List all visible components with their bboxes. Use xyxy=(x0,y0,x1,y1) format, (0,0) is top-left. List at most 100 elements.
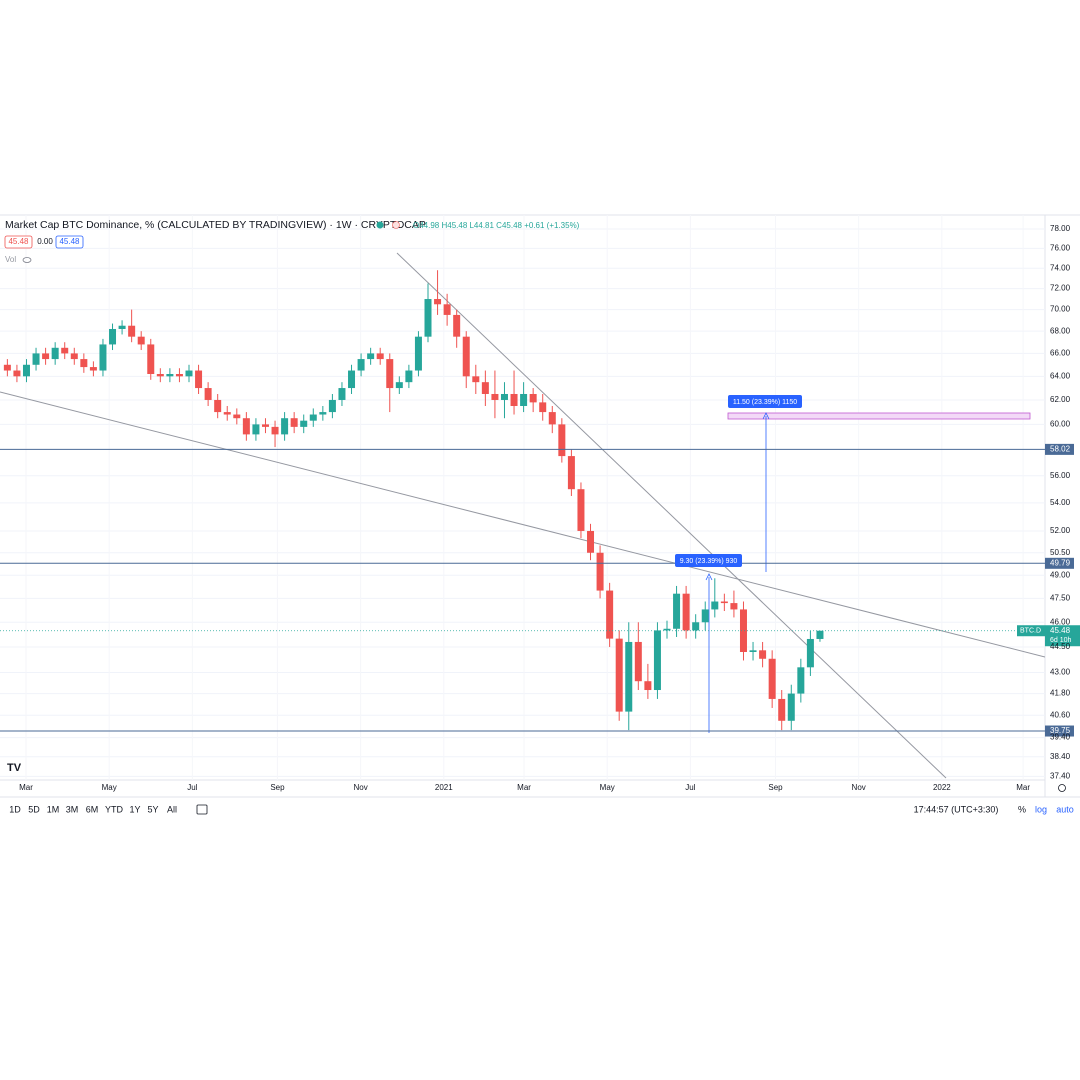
y-tick-label: 64.00 xyxy=(1050,371,1071,380)
candle-body xyxy=(577,489,585,531)
candle-body xyxy=(768,658,776,699)
logo: TV xyxy=(7,762,22,774)
candle-body xyxy=(558,424,566,457)
candle-body xyxy=(89,367,97,371)
candle-body xyxy=(816,630,824,639)
settings-icon[interactable] xyxy=(1058,784,1066,792)
candle-body xyxy=(434,299,442,305)
candle-body xyxy=(606,590,614,639)
candle-body xyxy=(749,650,757,652)
candle-body xyxy=(806,638,814,668)
candle-body xyxy=(137,336,145,345)
grid xyxy=(0,215,1045,780)
percent-toggle[interactable]: % xyxy=(1018,804,1026,814)
buy-badge xyxy=(55,235,84,249)
candle-body xyxy=(634,641,642,682)
y-tick-label: 39.40 xyxy=(1050,733,1071,742)
candle-body xyxy=(175,374,183,377)
log-toggle[interactable]: log xyxy=(1035,804,1047,814)
symbol-box xyxy=(1017,625,1045,637)
candle-body xyxy=(185,370,193,377)
candle-body xyxy=(720,601,728,604)
candle-body xyxy=(414,336,422,371)
x-tick-label: May xyxy=(600,783,615,792)
y-tick-label: 52.00 xyxy=(1050,526,1071,535)
y-tick-label: 54.00 xyxy=(1050,498,1071,507)
candle-body xyxy=(338,388,346,400)
candle-body xyxy=(233,414,241,419)
last-price-box xyxy=(1045,625,1080,647)
range-button[interactable]: YTD xyxy=(105,804,124,814)
candle-body xyxy=(405,370,413,383)
clock: 17:44:57 (UTC+3:30) xyxy=(914,804,999,814)
x-tick-label: May xyxy=(102,783,117,792)
candle-body xyxy=(80,359,88,368)
y-tick-label: 43.00 xyxy=(1050,668,1071,677)
candle-body xyxy=(252,424,260,435)
candle-body xyxy=(147,344,155,375)
candle-body xyxy=(491,393,499,400)
measure-box xyxy=(675,554,742,567)
range-button[interactable]: 5D xyxy=(28,804,40,814)
chart-title: Market Cap BTC Dominance, % (CALCULATED … xyxy=(5,219,426,231)
candle-body xyxy=(223,412,231,415)
y-tick-label: 38.40 xyxy=(1050,752,1071,761)
price-label-box xyxy=(1045,443,1074,455)
y-tick-label: 60.00 xyxy=(1050,419,1071,428)
y-tick-label: 49.00 xyxy=(1050,570,1071,579)
candle-body xyxy=(797,667,805,694)
candle-body xyxy=(22,364,30,377)
auto-toggle[interactable]: auto xyxy=(1056,804,1074,814)
last-price-label: 45.48 xyxy=(1050,626,1071,635)
range-button[interactable]: 3M xyxy=(66,804,79,814)
x-tick-label: Nov xyxy=(353,783,367,792)
ohlc-legend: O44.98 H45.48 L44.81 C45.48 +0.61 (+1.35… xyxy=(413,221,580,230)
eye-icon[interactable] xyxy=(22,257,32,263)
candle-body xyxy=(548,412,556,425)
candle-body xyxy=(529,393,537,403)
candle-body xyxy=(357,359,365,371)
symbol-label: BTC.D xyxy=(1020,628,1041,635)
candle-body xyxy=(99,344,107,371)
y-tick-label: 37.40 xyxy=(1050,772,1071,781)
candle-body xyxy=(395,382,403,389)
candle-body xyxy=(701,609,709,623)
candle-body xyxy=(472,376,480,383)
candle-body xyxy=(42,353,50,360)
arrow-head xyxy=(762,412,770,420)
range-button[interactable]: 6M xyxy=(86,804,99,814)
range-button[interactable]: 1M xyxy=(47,804,60,814)
range-button[interactable]: 1D xyxy=(9,804,21,814)
toolbar: 1D 5D 1M 3M 6M YTD 1Y 5Y All xyxy=(9,804,177,814)
candle-body xyxy=(348,370,356,389)
y-tick-label: 41.80 xyxy=(1050,689,1071,698)
status-icon xyxy=(392,221,400,229)
trend-line xyxy=(0,391,1045,658)
candle-body xyxy=(778,698,786,721)
candle-body xyxy=(539,402,547,413)
candle-body xyxy=(424,299,432,337)
candle-body xyxy=(673,593,681,629)
price-label: 58.02 xyxy=(1050,444,1071,453)
candle-body xyxy=(787,693,795,721)
price-label-box xyxy=(1045,557,1074,569)
range-button[interactable]: 5Y xyxy=(147,804,158,814)
candle-body xyxy=(730,603,738,610)
x-tick-label: Jul xyxy=(187,783,197,792)
x-tick-label: Mar xyxy=(517,783,531,792)
candle-body xyxy=(692,622,700,631)
range-button[interactable]: All xyxy=(167,804,177,814)
x-tick-label: Mar xyxy=(19,783,33,792)
sell-badge xyxy=(4,235,33,249)
buy-price: 45.48 xyxy=(59,237,80,246)
candle-body xyxy=(625,641,633,712)
measure-box xyxy=(728,395,802,408)
drawings xyxy=(0,252,1045,779)
volume-toggle[interactable]: Vol xyxy=(5,255,16,264)
y-tick-label: 70.00 xyxy=(1050,305,1071,314)
candle-body xyxy=(309,414,317,421)
range-button[interactable]: 1Y xyxy=(129,804,140,814)
candle-body xyxy=(271,426,279,435)
date-range-icon[interactable] xyxy=(196,804,208,815)
